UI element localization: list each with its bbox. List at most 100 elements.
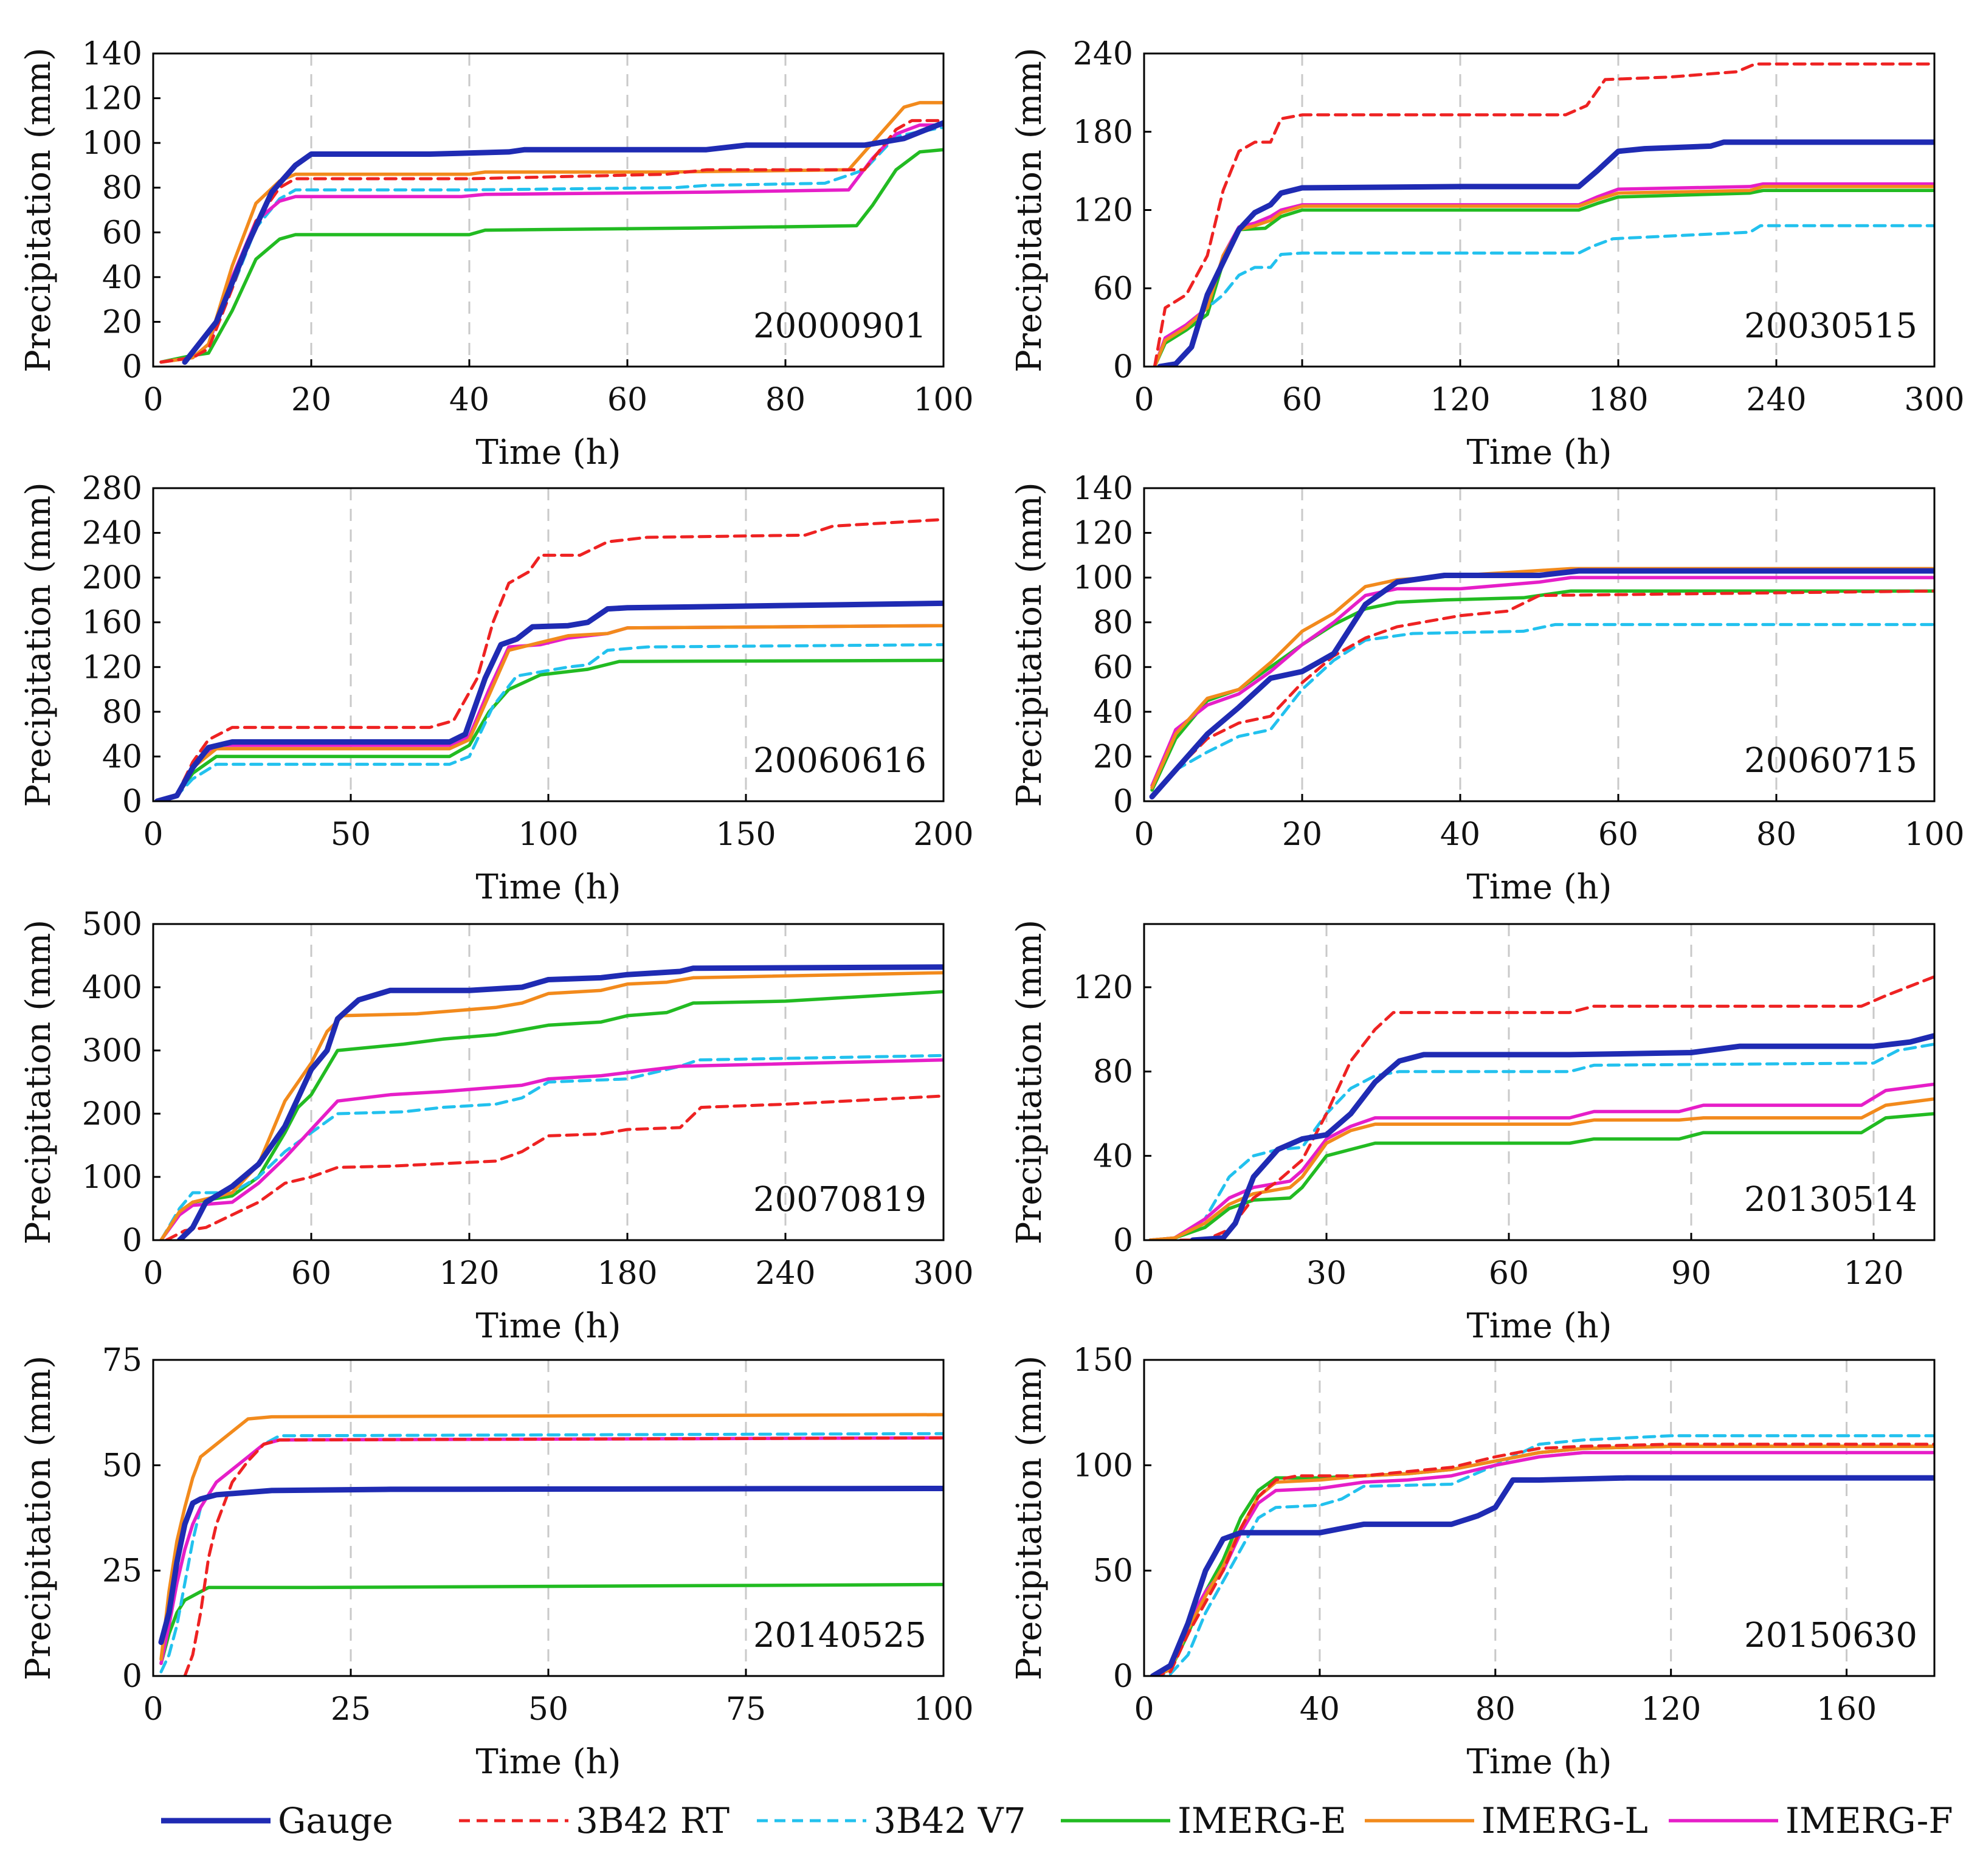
series-line-imerg-e <box>159 990 943 1240</box>
y-tick-label: 300 <box>82 1033 142 1069</box>
series-group <box>1149 567 1934 800</box>
y-axis-title: Precipitation (mm) <box>1010 482 1049 807</box>
y-tick-label: 0 <box>1113 1223 1133 1259</box>
y-tick-label: 0 <box>122 1658 142 1695</box>
series-group <box>1148 975 1934 1240</box>
y-tick-label: 0 <box>122 349 142 385</box>
y-tick-label: 100 <box>82 1159 142 1196</box>
series-group <box>1153 62 1934 367</box>
x-tick-label: 90 <box>1671 1255 1711 1292</box>
series-line-3b42-v7 <box>1150 622 1934 799</box>
y-tick-label: 200 <box>82 560 142 596</box>
chart-panel-20000901: 0 20 40 60 80 100 0 20 40 60 80 100 120 140 Time (h) Pr… <box>19 36 974 472</box>
y-tick-label: 100 <box>82 125 142 162</box>
x-tick-label: 80 <box>1475 1691 1516 1728</box>
event-date-label: 20130514 <box>1744 1180 1917 1219</box>
x-axis-title: Time (h) <box>475 1306 621 1346</box>
x-tick-label: 150 <box>716 816 776 853</box>
y-tick-label: 80 <box>102 170 142 207</box>
x-tick-label: 0 <box>143 1691 163 1728</box>
series-line-imerg-l <box>1148 1097 1934 1240</box>
series-line-imerg-l <box>1151 1444 1934 1676</box>
series-line-imerg-f <box>1148 1082 1934 1240</box>
y-tick-label: 120 <box>82 81 142 117</box>
series-line-gauge <box>182 120 943 365</box>
y-axis-title: Precipitation (mm) <box>19 920 58 1244</box>
y-tick-label: 50 <box>102 1447 142 1484</box>
series-line-3b42-v7 <box>1148 1043 1934 1240</box>
series-line-imerg-e <box>159 1582 943 1665</box>
y-tick-label: 240 <box>82 516 142 552</box>
series-group <box>158 1413 943 1676</box>
x-tick-label: 80 <box>1756 816 1796 853</box>
series-line-3b42-v7 <box>156 643 943 801</box>
series-line-imerg-e <box>159 148 943 364</box>
y-tick-label: 60 <box>1093 649 1133 686</box>
x-tick-label: 0 <box>1134 1255 1154 1292</box>
series-line-gauge <box>1190 1033 1934 1240</box>
chart-panel-20030515: 0 60 120 180 240 300 0 60 120 180 240 Time (h) Preci… <box>1010 36 1965 472</box>
series-line-3b42-v7 <box>1153 224 1934 367</box>
series-line-imerg-e <box>1148 1112 1934 1240</box>
series-line-3b42-v7 <box>1151 1434 1934 1676</box>
event-date-label: 20030515 <box>1744 306 1917 346</box>
x-tick-label: 0 <box>1134 816 1154 853</box>
x-tick-label: 80 <box>765 382 805 418</box>
series-line-gauge <box>158 1486 943 1645</box>
chart-panel-20150630: 0 40 80 120 160 0 50 100 150 Time (h) Precipitatio… <box>1010 1342 1936 1782</box>
y-axis-title: Precipitation (mm) <box>19 482 58 807</box>
x-tick-label: 40 <box>449 382 489 418</box>
x-tick-label: 60 <box>1598 816 1638 853</box>
x-tick-label: 20 <box>291 382 331 418</box>
series-group <box>154 518 943 801</box>
x-tick-label: 0 <box>143 382 163 418</box>
legend-label: 3B42 V7 <box>874 1800 1026 1841</box>
series-line-3b42-rt <box>159 119 943 364</box>
y-tick-label: 40 <box>1093 694 1133 731</box>
plot-frame <box>1143 923 1936 1241</box>
plot-frame <box>152 52 945 368</box>
x-tick-label: 0 <box>1134 1691 1154 1728</box>
x-tick-label: 180 <box>597 1255 657 1292</box>
series-line-3b42-rt <box>156 518 943 801</box>
chart-panel-20060616: 0 50 100 150 200 0 40 80 120 160 200 240 280 Time (h)… <box>19 471 974 907</box>
y-tick-label: 25 <box>102 1553 142 1590</box>
series-line-imerg-e <box>1153 188 1934 367</box>
x-tick-label: 100 <box>913 1691 973 1728</box>
x-axis-title: Time (h) <box>475 433 621 472</box>
y-tick-label: 0 <box>1113 784 1133 820</box>
x-axis-title: Time (h) <box>1466 867 1612 907</box>
chart-panel-20060715: 0 20 40 60 80 100 0 20 40 60 80 100 120 140 Time (h) Pr… <box>1010 471 1965 907</box>
event-date-label: 20060616 <box>753 741 926 781</box>
y-tick-label: 400 <box>82 970 142 1006</box>
y-tick-label: 140 <box>1073 471 1133 507</box>
y-tick-label: 140 <box>82 36 142 72</box>
series-group <box>159 964 943 1240</box>
y-tick-label: 120 <box>1073 516 1133 552</box>
y-tick-label: 240 <box>1073 36 1133 72</box>
y-tick-label: 120 <box>1073 970 1133 1006</box>
event-date-label: 20150630 <box>1744 1616 1917 1655</box>
x-axis-title: Time (h) <box>475 1742 621 1782</box>
x-tick-label: 120 <box>1430 382 1490 418</box>
series-line-imerg-f <box>1151 1450 1934 1676</box>
y-tick-label: 100 <box>1073 560 1133 596</box>
x-tick-label: 0 <box>1134 382 1154 418</box>
y-tick-label: 0 <box>1113 349 1133 385</box>
x-tick-label: 50 <box>528 1691 568 1728</box>
y-tick-label: 20 <box>102 304 142 340</box>
panels: 0 20 40 60 80 100 0 20 40 60 80 100 120 140 Time (h) Pr… <box>19 36 1965 1782</box>
x-tick-label: 50 <box>331 816 371 853</box>
series-line-gauge <box>154 600 943 801</box>
x-tick-label: 120 <box>1641 1691 1701 1728</box>
series-line-imerg-l <box>1153 185 1934 367</box>
y-tick-label: 80 <box>1093 1054 1133 1091</box>
y-tick-label: 50 <box>1093 1553 1133 1590</box>
y-tick-label: 0 <box>1113 1658 1133 1695</box>
x-tick-label: 160 <box>1816 1691 1877 1728</box>
x-tick-label: 240 <box>1746 382 1806 418</box>
y-tick-label: 20 <box>1093 739 1133 775</box>
x-tick-label: 0 <box>143 1255 163 1292</box>
